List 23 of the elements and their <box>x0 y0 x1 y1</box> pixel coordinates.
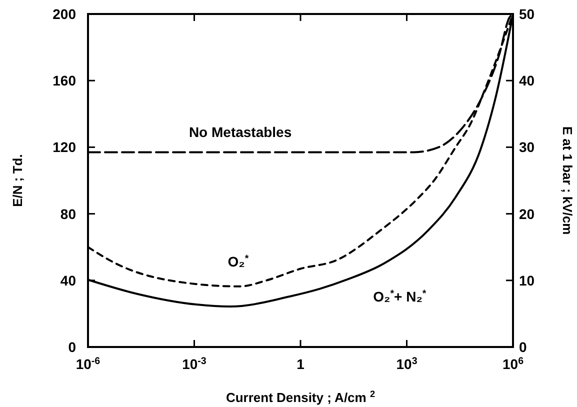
x-tick-label: 1 <box>296 356 305 372</box>
y2-tick-label: 50 <box>519 6 535 22</box>
y-tick-label: 200 <box>52 6 76 22</box>
series-label: O₂$^{*}$+ N₂$^{*}$ <box>373 288 426 305</box>
y2-tick-label: 20 <box>519 206 535 222</box>
y2-axis-title: E at 1 bar ; kV/cm <box>560 126 575 235</box>
y-tick-label: 0 <box>68 339 76 355</box>
x-tick-label: 10$^{6}$ <box>502 356 524 372</box>
y2-tick-label: 10 <box>519 272 535 288</box>
x-axis-title: Current Density ; A/cm $^{2}$ <box>226 389 376 405</box>
y2-tick-label: 0 <box>519 339 527 355</box>
y-tick-label: 80 <box>60 206 76 222</box>
y-tick-label: 160 <box>52 72 76 89</box>
x-tick-label: 10$^{-3}$ <box>182 356 207 372</box>
y2-tick-label: 40 <box>519 72 535 89</box>
y2-tick-label: 30 <box>519 139 535 156</box>
y-tick-label: 120 <box>52 139 76 156</box>
x-tick-label: 10$^{-6}$ <box>76 356 101 372</box>
y-axis-title: E/N ; Td. <box>10 154 25 207</box>
x-tick-label: 10$^{3}$ <box>396 356 418 372</box>
series-label: O₂$^{*}$ <box>228 252 249 270</box>
series-label: No Metastables <box>188 124 292 140</box>
y-tick-label: 40 <box>60 272 76 288</box>
